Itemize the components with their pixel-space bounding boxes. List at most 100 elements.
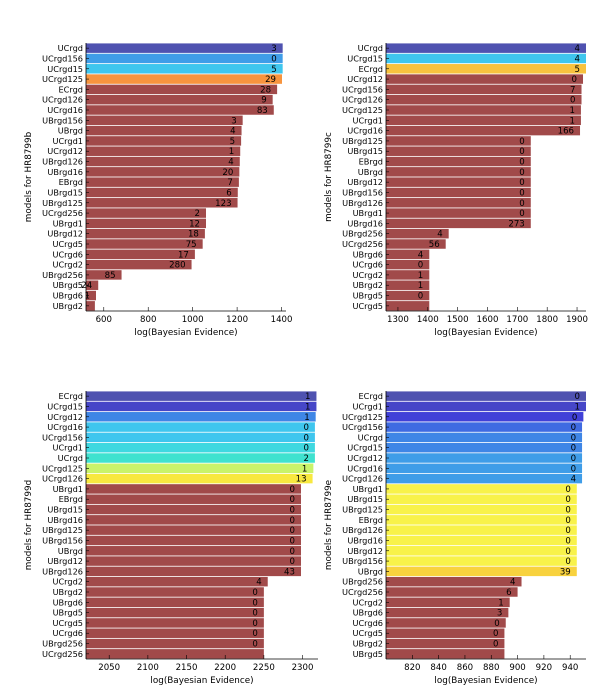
category-label: UBrgd256 bbox=[342, 577, 383, 587]
bar bbox=[86, 442, 315, 453]
bar bbox=[386, 198, 531, 208]
data-label: 56 bbox=[429, 240, 440, 250]
category-label: UBrgd5 bbox=[353, 649, 383, 659]
category-label: UCrgd256 bbox=[342, 587, 383, 597]
data-label: 0 bbox=[290, 506, 295, 516]
data-label: 0 bbox=[290, 547, 295, 557]
category-label: UBrgd bbox=[58, 126, 83, 136]
data-label: 3 bbox=[497, 609, 502, 619]
bar bbox=[386, 618, 506, 628]
data-label: 0 bbox=[565, 516, 570, 526]
data-label: 0 bbox=[519, 158, 524, 168]
bar bbox=[86, 515, 301, 525]
data-label: 0 bbox=[519, 199, 524, 209]
bar bbox=[86, 504, 301, 515]
category-label: UBrgd1 bbox=[53, 484, 83, 494]
category-label: UBrgd2 bbox=[353, 639, 383, 649]
category-label: UCrgd156 bbox=[342, 422, 383, 432]
category-label: UCrgd5 bbox=[52, 618, 83, 628]
data-label: 0 bbox=[290, 516, 295, 526]
data-label: 5 bbox=[575, 65, 580, 75]
data-label: 4 bbox=[437, 230, 442, 240]
category-label: UBrgd256 bbox=[42, 639, 83, 649]
bar bbox=[86, 74, 282, 84]
bar bbox=[86, 484, 301, 494]
data-label: 280 bbox=[169, 261, 185, 271]
bar bbox=[86, 156, 240, 167]
category-label: UBrgd156 bbox=[42, 535, 83, 545]
data-label: 4 bbox=[418, 250, 423, 260]
bar bbox=[86, 136, 242, 146]
data-label: 6 bbox=[226, 188, 231, 198]
bar bbox=[386, 597, 510, 608]
category-label: UCrgd15 bbox=[47, 64, 83, 74]
bar bbox=[86, 535, 301, 546]
bar bbox=[86, 249, 195, 260]
category-label: UCrgd256 bbox=[42, 649, 83, 659]
data-label: 0 bbox=[519, 188, 524, 198]
data-label: 1 bbox=[418, 281, 423, 291]
bar bbox=[386, 556, 577, 566]
x-tick-label: 1200 bbox=[226, 315, 248, 325]
x-tick-label: 860 bbox=[457, 663, 473, 673]
y-axis-label: models for HR8799d bbox=[24, 480, 34, 570]
category-label: UBrgd16 bbox=[347, 218, 383, 228]
category-label: UCrgd256 bbox=[342, 239, 383, 249]
x-tick-label: 900 bbox=[509, 663, 525, 673]
category-label: UBrgd12 bbox=[347, 177, 383, 187]
bar bbox=[86, 432, 315, 443]
category-label: UCrgd126 bbox=[42, 474, 83, 484]
bar bbox=[86, 566, 301, 577]
data-label: 43 bbox=[284, 567, 295, 577]
bar bbox=[86, 270, 122, 280]
category-label: UBrgd2 bbox=[353, 280, 383, 290]
category-label: UBrgd156 bbox=[342, 556, 383, 566]
category-label: UBrgd256 bbox=[342, 229, 383, 239]
bar bbox=[86, 218, 206, 229]
bar bbox=[86, 64, 283, 74]
data-label: 0 bbox=[252, 629, 257, 639]
bar bbox=[386, 125, 581, 136]
bar bbox=[86, 105, 274, 115]
x-tick-label: 2250 bbox=[253, 663, 275, 673]
bar bbox=[86, 391, 317, 401]
category-label: UBrgd126 bbox=[42, 157, 83, 167]
bar bbox=[386, 535, 577, 546]
x-axis-label: log(Bayesian Evidence) bbox=[434, 676, 537, 686]
bar bbox=[386, 84, 582, 95]
bar bbox=[386, 525, 577, 535]
data-label: 0 bbox=[570, 96, 575, 106]
bar bbox=[386, 43, 586, 53]
y-axis-label: models for HR8799c bbox=[324, 132, 334, 222]
bar bbox=[86, 525, 301, 535]
x-tick-label: 940 bbox=[562, 663, 578, 673]
data-label: 0 bbox=[252, 619, 257, 629]
category-label: EBrgd bbox=[59, 177, 83, 187]
category-label: UCrgd16 bbox=[47, 105, 83, 115]
data-label: 0 bbox=[519, 168, 524, 178]
category-label: UBrgd5 bbox=[53, 608, 83, 618]
category-label: EBrgd bbox=[59, 494, 83, 504]
category-label: UBrgd2 bbox=[53, 301, 83, 311]
category-label: UCrgd1 bbox=[352, 401, 383, 411]
y-axis-label: models for HR8799b bbox=[24, 131, 34, 222]
category-label: UCrgd12 bbox=[47, 146, 83, 156]
bar bbox=[86, 638, 264, 649]
bar bbox=[386, 494, 577, 504]
category-label: UCrgd bbox=[358, 43, 383, 53]
category-label: UCrgd2 bbox=[52, 577, 83, 587]
data-label: 0 bbox=[271, 54, 276, 64]
data-label: 1 bbox=[302, 464, 307, 474]
category-label: UBrgd12 bbox=[347, 546, 383, 556]
data-label: 24 bbox=[81, 281, 92, 291]
bar bbox=[386, 64, 586, 74]
x-tick-label: 1800 bbox=[536, 315, 558, 325]
data-label: 0 bbox=[303, 423, 308, 433]
data-label: 0 bbox=[252, 640, 257, 650]
bar bbox=[386, 546, 577, 556]
data-label: 5 bbox=[271, 65, 276, 75]
bar bbox=[86, 208, 206, 218]
bar bbox=[386, 649, 505, 659]
